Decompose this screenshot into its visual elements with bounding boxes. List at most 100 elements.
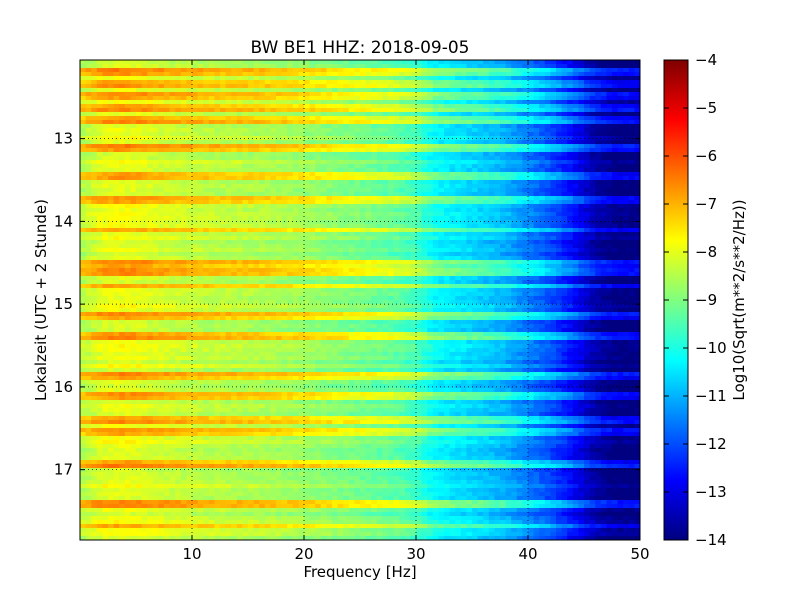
heatmap-cell xyxy=(584,124,591,129)
heatmap-cell xyxy=(483,152,490,157)
heatmap-cell xyxy=(494,172,501,177)
heatmap-cell xyxy=(477,184,484,189)
heatmap-cell xyxy=(449,156,456,161)
heatmap-cell xyxy=(186,76,193,81)
heatmap-cell xyxy=(438,192,445,197)
heatmap-cell xyxy=(460,180,467,185)
heatmap-cell xyxy=(393,256,400,261)
heatmap-cell xyxy=(85,236,92,241)
heatmap-cell xyxy=(281,76,288,81)
heatmap-cell xyxy=(192,168,199,173)
heatmap-cell xyxy=(628,84,635,89)
heatmap-cell xyxy=(119,160,126,165)
heatmap-cell xyxy=(544,100,551,105)
heatmap-cell xyxy=(102,212,109,217)
heatmap-cell xyxy=(505,232,512,237)
heatmap-cell xyxy=(595,156,602,161)
heatmap-cell xyxy=(516,132,523,137)
heatmap-cell xyxy=(550,216,557,221)
heatmap-cell xyxy=(108,172,115,177)
heatmap-cell xyxy=(488,68,495,73)
heatmap-cell xyxy=(556,60,563,65)
heatmap-cell xyxy=(175,68,182,73)
heatmap-cell xyxy=(376,180,383,185)
heatmap-cell xyxy=(556,224,563,229)
heatmap-cell xyxy=(214,140,221,145)
heatmap-cell xyxy=(365,144,372,149)
heatmap-cell xyxy=(612,212,619,217)
heatmap-cell xyxy=(483,188,490,193)
heatmap-cell xyxy=(606,132,613,137)
heatmap-cell xyxy=(214,104,221,109)
heatmap-cell xyxy=(550,184,557,189)
heatmap-cell xyxy=(544,248,551,253)
heatmap-cell xyxy=(427,220,434,225)
heatmap-cell xyxy=(214,164,221,169)
heatmap-cell xyxy=(561,180,568,185)
heatmap-cell xyxy=(270,116,277,121)
heatmap-cell xyxy=(528,148,535,153)
heatmap-cell xyxy=(169,60,176,65)
heatmap-cell xyxy=(539,228,546,233)
heatmap-cell xyxy=(600,76,607,81)
heatmap-cell xyxy=(332,160,339,165)
heatmap-cell xyxy=(393,84,400,89)
heatmap-cell xyxy=(376,72,383,77)
heatmap-cell xyxy=(595,124,602,129)
heatmap-cell xyxy=(416,140,423,145)
heatmap-cell xyxy=(298,252,305,257)
heatmap-cell xyxy=(427,72,434,77)
heatmap-cell xyxy=(96,88,103,93)
heatmap-cell xyxy=(192,128,199,133)
heatmap-cell xyxy=(276,152,283,157)
heatmap-cell xyxy=(343,192,350,197)
heatmap-cell xyxy=(589,116,596,121)
heatmap-cell xyxy=(236,188,243,193)
heatmap-cell xyxy=(410,232,417,237)
heatmap-cell xyxy=(113,152,120,157)
heatmap-cell xyxy=(600,228,607,233)
heatmap-cell xyxy=(304,116,311,121)
heatmap-cell xyxy=(628,80,635,85)
heatmap-cell xyxy=(567,108,574,113)
heatmap-cell xyxy=(231,184,238,189)
heatmap-cell xyxy=(550,112,557,117)
heatmap-cell xyxy=(164,92,171,97)
heatmap-cell xyxy=(315,92,322,97)
heatmap-cell xyxy=(85,176,92,181)
heatmap-cell xyxy=(477,244,484,249)
heatmap-cell xyxy=(147,192,154,197)
heatmap-cell xyxy=(180,120,187,125)
heatmap-cell xyxy=(298,76,305,81)
heatmap-cell xyxy=(612,244,619,249)
heatmap-cell xyxy=(231,196,238,201)
heatmap-cell xyxy=(556,256,563,261)
heatmap-cell xyxy=(124,156,131,161)
heatmap-cell xyxy=(141,192,148,197)
heatmap-cell xyxy=(208,200,215,205)
heatmap-cell xyxy=(567,100,574,105)
heatmap-cell xyxy=(584,256,591,261)
heatmap-cell xyxy=(511,180,518,185)
heatmap-cell xyxy=(236,144,243,149)
heatmap-cell xyxy=(304,228,311,233)
heatmap-cell xyxy=(203,80,210,85)
heatmap-cell xyxy=(236,208,243,213)
heatmap-cell xyxy=(606,136,613,141)
heatmap-cell xyxy=(203,256,210,261)
heatmap-cell xyxy=(164,168,171,173)
heatmap-cell xyxy=(152,164,159,169)
heatmap-cell xyxy=(242,84,249,89)
heatmap-cell xyxy=(556,96,563,101)
heatmap-cell xyxy=(477,256,484,261)
heatmap-cell xyxy=(488,80,495,85)
heatmap-cell xyxy=(343,64,350,69)
heatmap-cell xyxy=(108,60,115,65)
heatmap-cell xyxy=(567,216,574,221)
heatmap-cell xyxy=(500,232,507,237)
heatmap-cell xyxy=(511,176,518,181)
heatmap-cell xyxy=(617,68,624,73)
heatmap-cell xyxy=(225,176,232,181)
heatmap-cell xyxy=(516,76,523,81)
heatmap-cell xyxy=(220,92,227,97)
